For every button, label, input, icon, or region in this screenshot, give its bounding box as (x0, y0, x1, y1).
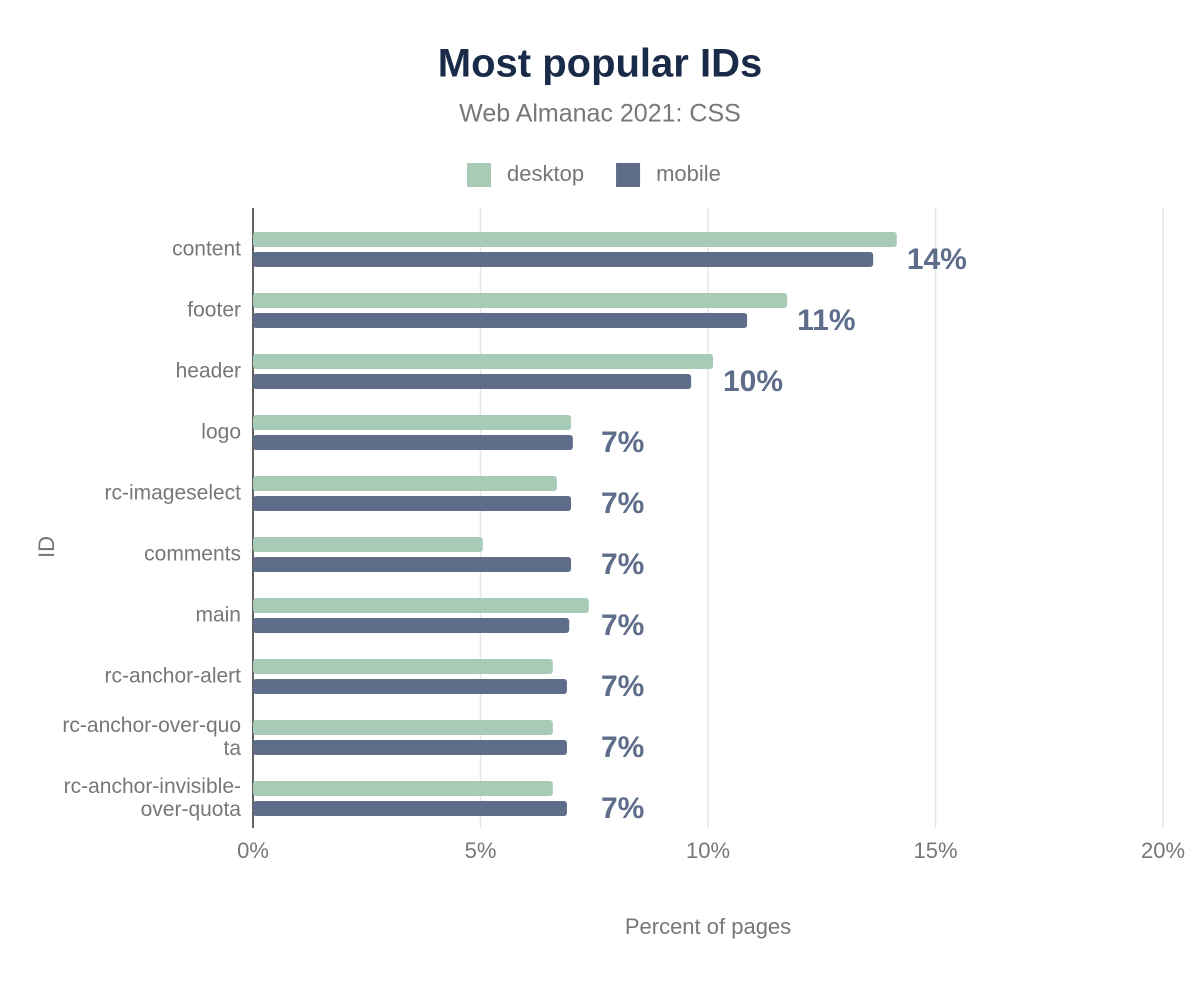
y-tick-label: footer (187, 298, 241, 322)
legend-label: desktop (507, 161, 584, 186)
bar (253, 476, 557, 491)
x-axis-title: Percent of pages (625, 914, 791, 939)
bar (253, 801, 567, 816)
y-axis-title: ID (34, 536, 59, 558)
bar (253, 618, 570, 633)
bar (253, 252, 874, 267)
y-tick-label: logo (201, 420, 241, 444)
data-label: 7% (601, 670, 644, 703)
data-label: 7% (601, 792, 644, 825)
data-label: 11% (797, 304, 855, 337)
chart-title: Most popular IDs (438, 42, 762, 86)
bar (253, 557, 572, 572)
legend-swatch (467, 163, 491, 187)
chart-subtitle: Web Almanac 2021: CSS (459, 100, 741, 128)
bar (253, 537, 483, 552)
x-tick-label: 20% (1141, 838, 1185, 863)
data-label: 7% (601, 487, 644, 520)
y-tick-label: content (172, 237, 241, 261)
bar (253, 293, 788, 308)
bar (253, 720, 553, 735)
bar (253, 679, 567, 694)
data-label: 7% (601, 426, 644, 459)
data-label: 10% (723, 365, 783, 398)
data-label: 7% (601, 731, 644, 764)
x-tick-label: 0% (237, 838, 269, 863)
data-label: 7% (601, 609, 644, 642)
data-label: 7% (601, 548, 644, 581)
bar (253, 781, 553, 796)
y-tick-label: rc-anchor-alert (104, 664, 241, 688)
bar (253, 415, 572, 430)
bar (253, 496, 572, 511)
legend-label: mobile (656, 161, 721, 186)
x-tick-label: 5% (465, 838, 497, 863)
bar (253, 435, 573, 450)
x-tick-label: 10% (686, 838, 730, 863)
y-tick-label: comments (144, 542, 241, 566)
y-tick-label: rc-anchor-over-quota (62, 714, 241, 760)
y-tick-label: rc-imageselect (104, 481, 241, 505)
x-tick-label: 15% (913, 838, 957, 863)
bar (253, 232, 897, 247)
bar (253, 740, 567, 755)
legend-swatch (616, 163, 641, 187)
bar (253, 659, 553, 674)
y-tick-label: rc-anchor-invisible-over-quota (63, 775, 241, 821)
bar (253, 354, 714, 369)
data-label: 14% (907, 243, 967, 276)
bar (253, 598, 589, 613)
bar (253, 313, 748, 328)
bar (253, 374, 692, 389)
y-tick-label: main (195, 603, 241, 627)
y-tick-label: header (175, 359, 241, 383)
